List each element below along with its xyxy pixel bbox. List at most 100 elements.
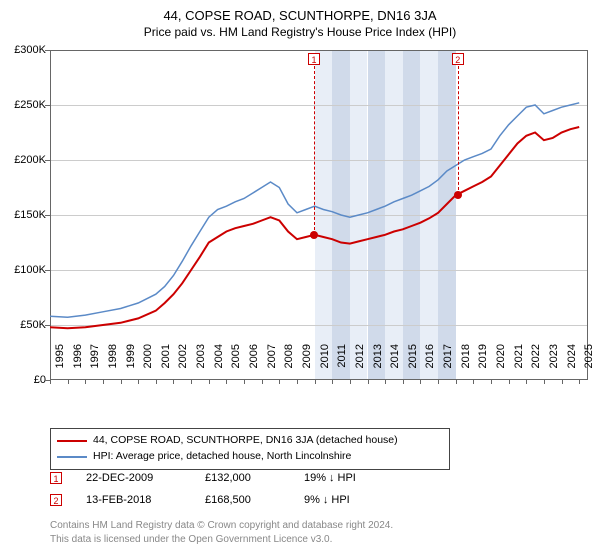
y-axis-label: £300K — [0, 44, 46, 56]
x-axis-label: 2015 — [407, 344, 419, 384]
legend-item: HPI: Average price, detached house, Nort… — [57, 449, 443, 465]
x-tick — [526, 379, 527, 384]
x-tick — [50, 379, 51, 384]
sale-point-icon — [454, 191, 462, 199]
x-tick — [350, 379, 351, 384]
x-axis-label: 2005 — [230, 344, 242, 384]
x-axis-label: 2020 — [495, 344, 507, 384]
marker-line — [314, 66, 315, 235]
chart-title: 44, COPSE ROAD, SCUNTHORPE, DN16 3JA — [0, 0, 600, 23]
x-axis-label: 2024 — [566, 344, 578, 384]
x-axis-label: 2021 — [513, 344, 525, 384]
x-tick — [368, 379, 369, 384]
x-tick — [209, 379, 210, 384]
x-tick — [385, 379, 386, 384]
x-axis-label: 1998 — [107, 344, 119, 384]
x-tick — [456, 379, 457, 384]
x-tick — [544, 379, 545, 384]
x-tick — [279, 379, 280, 384]
x-tick — [579, 379, 580, 384]
x-axis-label: 2003 — [195, 344, 207, 384]
x-axis-label: 2009 — [301, 344, 313, 384]
legend: 44, COPSE ROAD, SCUNTHORPE, DN16 3JA (de… — [50, 428, 450, 470]
x-tick — [332, 379, 333, 384]
x-tick — [138, 379, 139, 384]
x-tick — [420, 379, 421, 384]
sale-price: £132,000 — [205, 472, 280, 484]
sale-diff-pct: 19% — [304, 472, 326, 484]
sale-marker-number: 2 — [50, 494, 62, 506]
x-tick — [297, 379, 298, 384]
x-tick — [85, 379, 86, 384]
sale-record: 1 22-DEC-2009 £132,000 19%↓HPI — [50, 472, 580, 484]
y-axis-label: £0 — [0, 374, 46, 386]
chart-subtitle: Price paid vs. HM Land Registry's House … — [0, 23, 600, 45]
x-tick — [491, 379, 492, 384]
x-tick — [473, 379, 474, 384]
footer-line-2: This data is licensed under the Open Gov… — [50, 533, 393, 547]
sale-diff: 19%↓HPI — [304, 472, 356, 484]
x-axis-label: 2010 — [319, 344, 331, 384]
footer-line-1: Contains HM Land Registry data © Crown c… — [50, 519, 393, 533]
x-axis-label: 2012 — [354, 344, 366, 384]
sale-marker-number: 1 — [50, 472, 62, 484]
y-axis-label: £100K — [0, 264, 46, 276]
x-tick — [403, 379, 404, 384]
x-axis-label: 2004 — [213, 344, 225, 384]
x-tick — [244, 379, 245, 384]
x-tick — [226, 379, 227, 384]
y-axis-label: £250K — [0, 99, 46, 111]
x-axis-label: 2013 — [372, 344, 384, 384]
marker-line — [458, 66, 459, 195]
x-tick — [103, 379, 104, 384]
x-axis-label: 2018 — [460, 344, 472, 384]
x-axis-label: 2017 — [442, 344, 454, 384]
sale-point-icon — [310, 231, 318, 239]
y-axis-label: £50K — [0, 319, 46, 331]
chart-plot-area: £0£50K£100K£150K£200K£250K£300K 12 19951… — [50, 50, 588, 380]
sale-diff-pct: 9% — [304, 494, 320, 506]
legend-label: HPI: Average price, detached house, Nort… — [93, 449, 351, 465]
x-axis-label: 2011 — [336, 344, 348, 384]
x-tick — [121, 379, 122, 384]
x-tick — [315, 379, 316, 384]
x-axis-label: 2025 — [583, 344, 595, 384]
x-tick — [438, 379, 439, 384]
sale-date: 13-FEB-2018 — [86, 494, 181, 506]
x-tick — [191, 379, 192, 384]
footer-attribution: Contains HM Land Registry data © Crown c… — [50, 519, 393, 546]
legend-swatch-icon — [57, 440, 87, 442]
x-axis-label: 2001 — [160, 344, 172, 384]
sale-price: £168,500 — [205, 494, 280, 506]
x-tick — [262, 379, 263, 384]
x-axis-label: 2002 — [177, 344, 189, 384]
sale-vs-label: HPI — [338, 472, 356, 484]
sale-date: 22-DEC-2009 — [86, 472, 181, 484]
sale-vs-label: HPI — [331, 494, 349, 506]
chart-lines — [50, 50, 588, 380]
x-axis-label: 1997 — [89, 344, 101, 384]
legend-item: 44, COPSE ROAD, SCUNTHORPE, DN16 3JA (de… — [57, 433, 443, 449]
y-axis-label: £200K — [0, 154, 46, 166]
x-axis-label: 1999 — [125, 344, 137, 384]
y-axis-label: £150K — [0, 209, 46, 221]
x-axis-label: 2016 — [424, 344, 436, 384]
x-tick — [509, 379, 510, 384]
x-axis-label: 1996 — [72, 344, 84, 384]
x-axis-label: 2000 — [142, 344, 154, 384]
marker-label: 2 — [452, 53, 464, 65]
x-axis-label: 2019 — [477, 344, 489, 384]
x-axis-label: 2007 — [266, 344, 278, 384]
x-axis-label: 2022 — [530, 344, 542, 384]
x-axis-label: 2008 — [283, 344, 295, 384]
x-tick — [173, 379, 174, 384]
down-arrow-icon: ↓ — [329, 472, 335, 484]
sale-diff: 9%↓HPI — [304, 494, 350, 506]
x-axis-label: 2023 — [548, 344, 560, 384]
marker-label: 1 — [308, 53, 320, 65]
legend-swatch-icon — [57, 456, 87, 458]
x-tick — [562, 379, 563, 384]
x-axis-label: 1995 — [54, 344, 66, 384]
x-axis-label: 2014 — [389, 344, 401, 384]
x-tick — [68, 379, 69, 384]
